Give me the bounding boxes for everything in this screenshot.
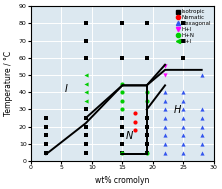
Point bbox=[84, 74, 87, 77]
Point bbox=[145, 91, 149, 94]
Point bbox=[163, 91, 167, 94]
Point bbox=[121, 99, 124, 102]
Point bbox=[84, 108, 87, 111]
Point bbox=[200, 142, 204, 145]
Point bbox=[121, 82, 124, 85]
Point bbox=[145, 56, 149, 59]
Point bbox=[44, 125, 48, 128]
Point bbox=[121, 142, 124, 145]
Point bbox=[163, 74, 167, 77]
Text: N: N bbox=[125, 131, 133, 141]
Point bbox=[44, 134, 48, 137]
Point bbox=[121, 117, 124, 120]
Point bbox=[121, 134, 124, 137]
Point bbox=[145, 22, 149, 25]
Point bbox=[84, 134, 87, 137]
Point bbox=[145, 99, 149, 102]
Point bbox=[163, 125, 167, 128]
Point bbox=[84, 91, 87, 94]
Point bbox=[145, 142, 149, 145]
Point bbox=[145, 151, 149, 154]
Y-axis label: Temperature / °C: Temperature / °C bbox=[4, 51, 13, 116]
Point bbox=[121, 151, 124, 154]
Point bbox=[163, 151, 167, 154]
Point bbox=[121, 151, 124, 154]
Point bbox=[163, 99, 167, 102]
Point bbox=[182, 99, 185, 102]
Point bbox=[163, 117, 167, 120]
Point bbox=[121, 91, 124, 94]
Point bbox=[200, 134, 204, 137]
Point bbox=[145, 134, 149, 137]
Text: H: H bbox=[174, 105, 182, 115]
Point bbox=[133, 111, 136, 114]
Point bbox=[84, 151, 87, 154]
Point bbox=[200, 108, 204, 111]
Point bbox=[182, 142, 185, 145]
Point bbox=[44, 142, 48, 145]
Point bbox=[182, 91, 185, 94]
Point bbox=[182, 134, 185, 137]
Point bbox=[84, 22, 87, 25]
Point bbox=[84, 142, 87, 145]
Point bbox=[200, 74, 204, 77]
Point bbox=[84, 125, 87, 128]
X-axis label: wt% cromolyn: wt% cromolyn bbox=[95, 176, 150, 185]
Point bbox=[182, 39, 185, 42]
Point bbox=[163, 108, 167, 111]
Point bbox=[133, 120, 136, 123]
Point bbox=[182, 125, 185, 128]
Point bbox=[182, 56, 185, 59]
Point bbox=[121, 22, 124, 25]
Point bbox=[84, 39, 87, 42]
Point bbox=[44, 117, 48, 120]
Point bbox=[44, 151, 48, 154]
Point bbox=[145, 125, 149, 128]
Point bbox=[84, 117, 87, 120]
Point bbox=[163, 65, 167, 68]
Point bbox=[182, 108, 185, 111]
Point bbox=[182, 22, 185, 25]
Point bbox=[163, 134, 167, 137]
Point bbox=[182, 151, 185, 154]
Point bbox=[182, 117, 185, 120]
Text: I: I bbox=[64, 84, 67, 94]
Point bbox=[145, 151, 149, 154]
Point bbox=[121, 108, 124, 111]
Point bbox=[84, 56, 87, 59]
Point bbox=[163, 142, 167, 145]
Point bbox=[84, 99, 87, 102]
Point bbox=[145, 117, 149, 120]
Point bbox=[133, 129, 136, 132]
Point bbox=[84, 82, 87, 85]
Point bbox=[200, 151, 204, 154]
Legend: Isotropic, Nematic, Hexagonal, H+I, H+N, N+I: Isotropic, Nematic, Hexagonal, H+I, H+N,… bbox=[176, 9, 211, 44]
Point bbox=[121, 125, 124, 128]
Point bbox=[200, 117, 204, 120]
Point bbox=[121, 56, 124, 59]
Point bbox=[200, 125, 204, 128]
